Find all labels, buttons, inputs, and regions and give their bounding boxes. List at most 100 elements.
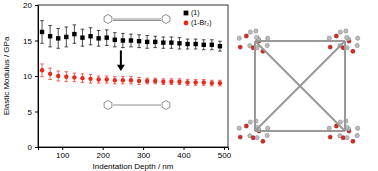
point <box>218 44 222 48</box>
point <box>105 35 109 39</box>
error-bar-cap <box>89 83 93 84</box>
error-bar-cap <box>97 76 101 77</box>
error-bar-cap <box>162 84 166 85</box>
y-tick-label: 0 <box>28 143 33 152</box>
point <box>88 77 92 81</box>
error-bar <box>202 40 206 50</box>
error-bar-cap <box>210 49 214 50</box>
point <box>137 39 141 43</box>
point <box>113 38 117 42</box>
point <box>72 32 76 36</box>
error-bar-cap <box>73 24 77 25</box>
y-axis-title: Elastic Modulus / GPa <box>2 36 11 115</box>
error-bar <box>178 79 182 85</box>
atom <box>344 35 348 39</box>
point <box>153 40 157 44</box>
atom <box>334 34 338 38</box>
point <box>113 78 117 82</box>
point <box>105 77 109 81</box>
point <box>153 79 157 83</box>
y-tick: 0 <box>28 143 38 152</box>
error-bar-cap <box>81 46 85 47</box>
arrow-head <box>117 65 125 71</box>
point <box>80 35 84 39</box>
error-bar-cap <box>218 51 222 52</box>
error-bar-cap <box>210 39 214 40</box>
atom <box>355 43 359 47</box>
point <box>72 75 76 79</box>
error-bar-cap <box>48 79 52 80</box>
error-bar-cap <box>113 46 117 47</box>
error-bar-cap <box>113 32 117 33</box>
error-bar-cap <box>105 83 109 84</box>
error-bar-cap <box>178 78 182 79</box>
plot-frame <box>38 5 228 147</box>
legend-label: (1) <box>191 9 200 17</box>
error-bar <box>56 71 60 81</box>
atom <box>255 135 259 139</box>
ring <box>104 101 112 110</box>
legend-label: (1-Br₂) <box>191 19 212 27</box>
error-bar <box>105 30 109 46</box>
point <box>185 42 189 46</box>
error-bar <box>210 80 214 86</box>
x-tick: 100 <box>56 147 70 160</box>
x-tick: 300 <box>137 147 151 160</box>
atom <box>344 29 348 33</box>
bond <box>113 20 161 21</box>
point <box>88 34 92 38</box>
error-bar-cap <box>97 83 101 84</box>
error-bar <box>48 26 52 47</box>
error-bar-cap <box>81 82 85 83</box>
series <box>40 64 222 86</box>
error-bar-cap <box>73 81 77 82</box>
error-bar-cap <box>218 41 222 42</box>
atom <box>351 49 355 53</box>
atom <box>327 36 331 40</box>
error-bar <box>97 31 101 47</box>
error-bar-cap <box>162 78 166 79</box>
atom <box>341 136 345 140</box>
y-tick-mark <box>35 147 38 148</box>
error-bar-cap <box>153 83 157 84</box>
error-bar-cap <box>56 28 60 29</box>
error-bar-cap <box>186 85 190 86</box>
atom <box>265 43 269 47</box>
x-tick-mark <box>143 147 144 150</box>
atom <box>238 135 242 139</box>
error-bar-cap <box>137 84 141 85</box>
atom <box>265 126 269 130</box>
point <box>202 80 206 84</box>
error-bar-cap <box>97 46 101 47</box>
atom <box>254 35 258 39</box>
point <box>218 81 222 85</box>
x-tick: 500 <box>218 147 232 160</box>
error-bar-cap <box>64 27 68 28</box>
error-bar-cap <box>178 84 182 85</box>
crystal-structure <box>237 29 360 144</box>
atom <box>355 36 359 40</box>
point <box>56 74 60 78</box>
error-bar-cap <box>121 47 125 48</box>
y-tick-mark <box>35 5 38 6</box>
linker <box>254 41 256 131</box>
error-bar-cap <box>202 49 206 50</box>
error-bar-cap <box>218 80 222 81</box>
error-bar <box>73 73 77 82</box>
error-bar-cap <box>170 78 174 79</box>
atom <box>265 36 269 40</box>
error-bar-cap <box>48 25 52 26</box>
error-bar-cap <box>81 73 85 74</box>
error-bar <box>202 80 206 86</box>
error-bar-cap <box>162 48 166 49</box>
x-tick-label: 100 <box>56 151 70 160</box>
error-bar <box>81 29 85 46</box>
error-bar <box>113 33 117 47</box>
point <box>137 79 141 83</box>
error-bar-cap <box>145 35 149 36</box>
error-bar-cap <box>186 39 190 40</box>
error-bar-cap <box>113 76 117 77</box>
atom <box>254 29 258 33</box>
error-bar <box>89 28 93 45</box>
y-tick-label: 5 <box>28 108 33 117</box>
